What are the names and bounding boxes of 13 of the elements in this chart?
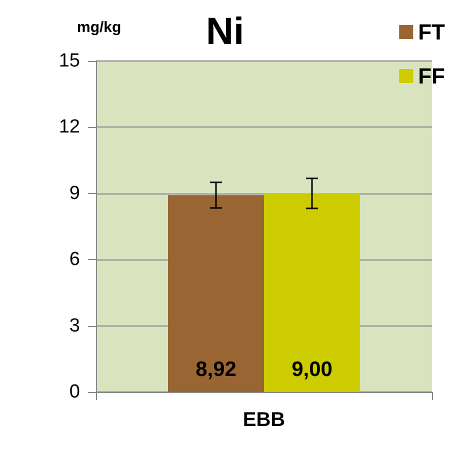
chart-title: Ni bbox=[206, 11, 244, 53]
data-label: 9,00 bbox=[292, 358, 332, 381]
y-tick-label: 3 bbox=[69, 315, 80, 336]
legend-label: FF bbox=[418, 64, 446, 88]
x-tick-label: EBB bbox=[242, 409, 286, 431]
y-tick-label: 15 bbox=[58, 50, 80, 72]
legend-label: FT bbox=[418, 20, 446, 44]
data-label: 8,92 bbox=[196, 358, 236, 381]
y-tick-label: 0 bbox=[69, 382, 80, 402]
y-tick-label: 6 bbox=[69, 249, 80, 270]
y-axis-title: mg/kg bbox=[77, 19, 122, 36]
y-tick-label: 9 bbox=[69, 182, 80, 204]
y-tick-label: 12 bbox=[58, 116, 80, 138]
